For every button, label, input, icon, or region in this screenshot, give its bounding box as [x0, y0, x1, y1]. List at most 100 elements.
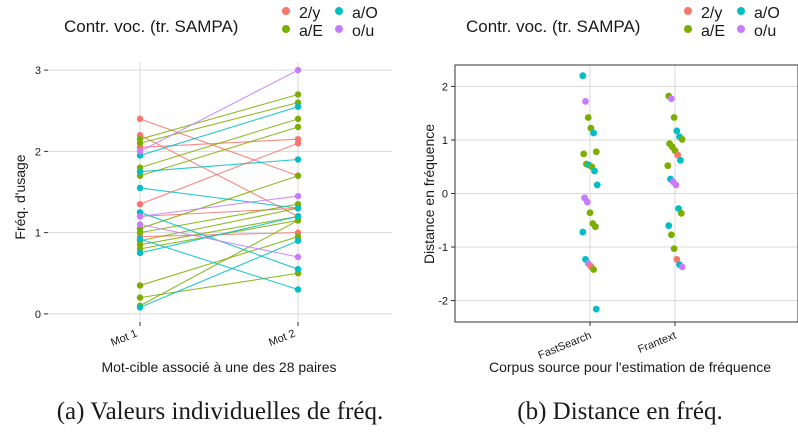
dist-point-aE: [580, 150, 588, 158]
y-axis-label-a: Fréq. d'usage: [12, 154, 28, 239]
pair-point-aO: [136, 168, 144, 175]
pair-line-2y: [139, 134, 299, 217]
y-tick-label-b: -1: [438, 242, 448, 254]
y-tick-label-a: 2: [35, 146, 41, 158]
pair-point-aO: [136, 184, 144, 192]
legend-label-ou-a: o/u: [352, 23, 374, 40]
dist-point-ou: [582, 98, 589, 105]
pair-point-aO: [136, 235, 144, 243]
y-tick-label-b: -2: [438, 296, 448, 308]
y-tick-label-b: 2: [442, 81, 448, 93]
legend-label-2y-b: 2/y: [701, 5, 722, 22]
dist-point-aE: [670, 245, 678, 253]
dist-point-2y: [674, 151, 682, 159]
pair-line-aO: [139, 240, 299, 308]
dist-point-aO: [579, 72, 587, 80]
legend-label-aE-b: a/E: [701, 23, 725, 40]
x-axis-label-a: Mot-cible associé à une des 28 paires: [101, 359, 336, 375]
pair-point-aO: [294, 205, 302, 212]
dist-point-aO: [579, 228, 587, 236]
legend-title-a: Contr. voc. (tr. SAMPA): [64, 17, 238, 36]
pair-point-aE: [136, 140, 144, 147]
pair-line-aE: [139, 175, 299, 230]
pair-point-aO: [294, 237, 302, 244]
panel-a: Contr. voc. (tr. SAMPA) 2/y a/E a/O o/u …: [12, 5, 392, 425]
pair-line-aE: [139, 126, 299, 177]
grid-a: [48, 62, 392, 322]
pair-point-aE: [294, 91, 302, 98]
dist-point-aO: [677, 156, 684, 164]
pair-point-aE: [294, 172, 302, 179]
y-tick-label-a: 3: [35, 65, 41, 77]
pair-line-ou: [139, 223, 299, 258]
dist-point-aE: [677, 209, 685, 217]
x-ticks-a: Mot 1 Mot 2: [109, 322, 299, 349]
pair-point-ou: [136, 148, 144, 155]
pair-point-ou: [136, 213, 144, 220]
x-ticks-b: FastSearch Frantext: [536, 322, 678, 362]
dist-point-aO: [591, 167, 598, 175]
dist-point-aE: [590, 266, 597, 273]
pair-line-aE: [139, 93, 299, 140]
pair-line-aE: [139, 215, 299, 246]
y-ticks-a: 0 1 2 3: [35, 65, 48, 321]
series-points-a: [136, 66, 302, 311]
pair-point-2y: [136, 115, 144, 123]
pair-line-2y: [139, 142, 299, 205]
legend-key-aO-b: [737, 7, 745, 15]
dist-point-aE: [592, 148, 600, 156]
series-points-b: [579, 72, 686, 313]
legend-key-ou-b: [737, 25, 745, 33]
dist-point-aE: [668, 231, 675, 239]
dist-point-aE: [678, 136, 686, 143]
y-ticks-b: -2 -1 0 1 2: [438, 81, 455, 308]
pair-line-aO: [139, 215, 299, 254]
dist-point-aO: [665, 222, 673, 230]
dist-point-ou: [668, 95, 675, 103]
caption-a: (a) Valeurs individuelles de fréq.: [57, 398, 384, 425]
dist-point-aE: [592, 223, 599, 231]
x-tick-label-b: FastSearch: [536, 330, 593, 362]
caption-b: (b) Distance en fréq.: [517, 398, 722, 425]
pair-line-aO: [139, 238, 299, 291]
dist-point-aE: [670, 114, 678, 121]
pair-line-aE: [139, 272, 299, 299]
pair-line-aE: [139, 102, 299, 144]
pair-point-2y: [294, 140, 302, 147]
pair-point-aO: [294, 265, 302, 273]
pair-line-aE: [139, 207, 299, 242]
pair-line-2y: [139, 118, 299, 177]
legend-key-aE-b: [684, 25, 692, 33]
legend-a: Contr. voc. (tr. SAMPA) 2/y a/E a/O o/u: [64, 5, 378, 40]
dist-point-ou: [678, 263, 686, 271]
legend-key-aE-a: [282, 25, 290, 33]
y-tick-label-a: 1: [35, 228, 41, 240]
pair-line-aO: [139, 158, 299, 173]
legend-title-b: Contr. voc. (tr. SAMPA): [466, 17, 640, 36]
pair-line-aE: [139, 203, 299, 234]
x-tick-label-b: Frantext: [636, 330, 678, 356]
legend-key-aO-a: [335, 7, 343, 15]
pair-point-aO: [136, 249, 144, 257]
pair-line-2y: [139, 207, 299, 217]
pair-point-ou: [294, 253, 302, 261]
y-tick-label-b: 1: [442, 135, 448, 147]
legend-b: Contr. voc. (tr. SAMPA) 2/y a/E a/O o/u: [466, 5, 780, 40]
dist-point-aE: [664, 162, 672, 170]
legend-label-aO-a: a/O: [352, 5, 378, 22]
dist-point-aO: [592, 305, 600, 313]
dist-point-aE: [586, 209, 594, 217]
dist-point-ou: [672, 181, 680, 189]
pair-line-aO: [139, 187, 299, 209]
grid-b: [455, 65, 798, 322]
legend-label-aO-b: a/O: [754, 5, 780, 22]
x-tick-label-a: Mot 1: [109, 328, 139, 349]
y-tick-label-a: 0: [35, 309, 41, 321]
pair-point-aO: [294, 156, 302, 163]
legend-key-ou-a: [335, 25, 343, 33]
pair-point-ou: [294, 192, 302, 200]
pair-point-aO: [294, 213, 302, 220]
pair-point-aO: [294, 286, 302, 293]
pair-point-aE: [136, 294, 144, 301]
